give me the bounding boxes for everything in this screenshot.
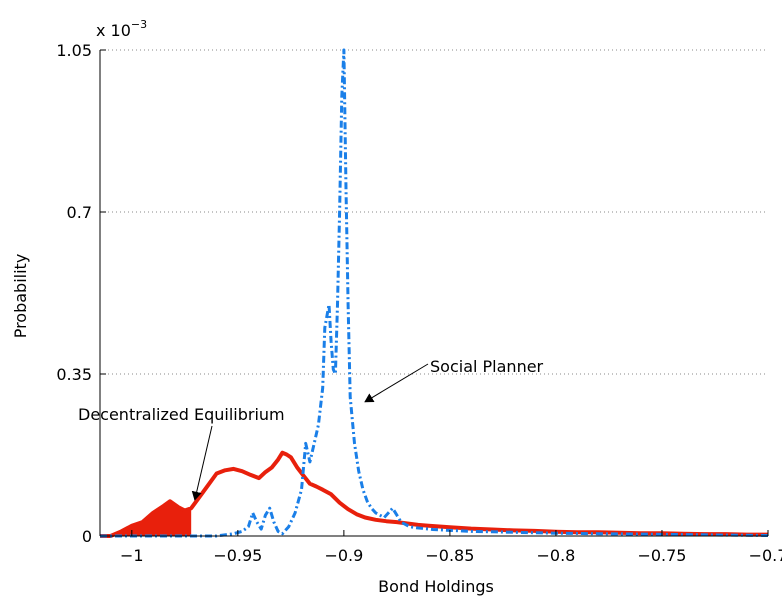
y-tick-label-3: 1.05 xyxy=(56,41,92,60)
x-tick-label-2: −0.9 xyxy=(324,546,363,565)
exponent-base: x 10 xyxy=(96,21,131,40)
y-tick-label-1: 0.35 xyxy=(56,365,92,384)
x-tick-label-0: −1 xyxy=(120,546,144,565)
annotation-social-planner-text: Social Planner xyxy=(430,357,544,376)
series-line-social-planner xyxy=(100,48,769,538)
y-tick-label-2: 0.7 xyxy=(67,203,92,222)
x-axis-label: Bond Holdings xyxy=(378,577,494,596)
x-tick-label-5: −0.75 xyxy=(637,546,686,565)
annotation-decentralized-equilibrium-text: Decentralized Equilibrium xyxy=(78,405,285,424)
fill-layer xyxy=(100,501,192,536)
series-0-shaded-area xyxy=(100,501,192,536)
series-layer xyxy=(100,48,769,538)
x-tick-label-4: −0.8 xyxy=(537,546,576,565)
annotation-layer: Decentralized Equilibrium Social Planner xyxy=(78,357,544,501)
y-tick-label-0: 0 xyxy=(82,527,92,546)
grid-layer xyxy=(100,49,768,375)
x-tick-label-6: −0.7 xyxy=(749,546,782,565)
series-line-decentralized-equilibrium xyxy=(100,450,768,538)
annotation-decentralized-equilibrium-arrow xyxy=(191,425,213,501)
tick-layer: −1 −0.95 −0.9 −0.85 −0.8 −0.75 −0.7 0 0.35 0.7 1.0… xyxy=(56,41,782,565)
annotation-social-planner-arrow xyxy=(364,363,429,403)
exponent-label: x 10−3 xyxy=(96,18,147,40)
x-tick-label-3: −0.85 xyxy=(425,546,474,565)
axes-layer xyxy=(99,50,768,537)
y-axis-label: Probability xyxy=(11,254,30,339)
exponent-power: −3 xyxy=(131,18,147,31)
x-tick-label-1: −0.95 xyxy=(213,546,262,565)
